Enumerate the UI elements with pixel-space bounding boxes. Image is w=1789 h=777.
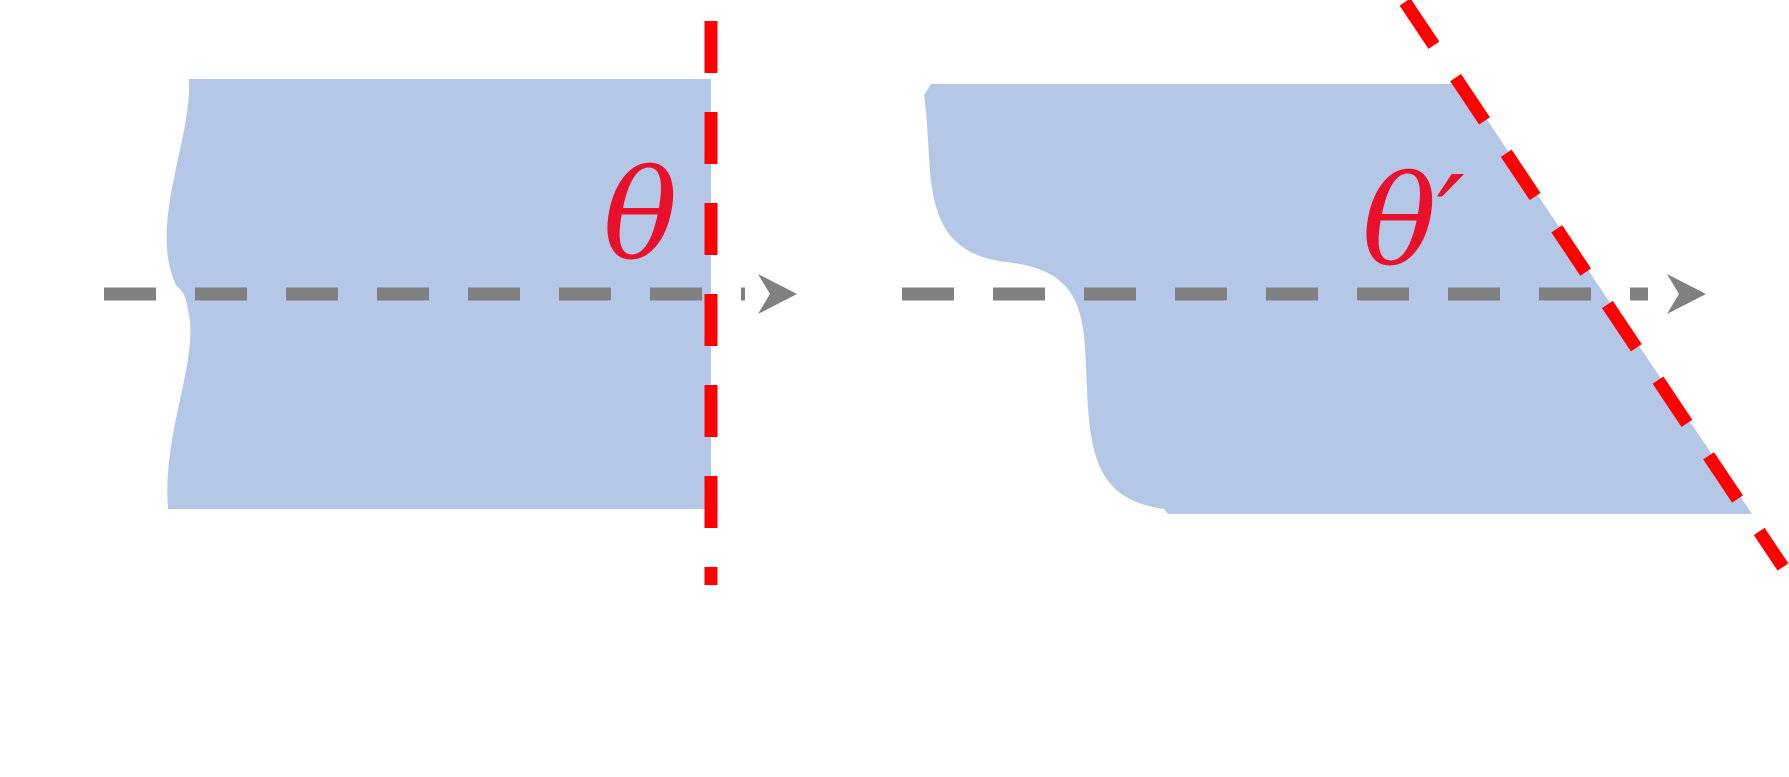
theta-prime-label: θ′ <box>1362 150 1465 294</box>
right-boundary-line <box>1399 0 1789 571</box>
left-shaded-region <box>166 79 712 509</box>
left-panel: θ <box>104 21 797 585</box>
right-shaded-region <box>924 84 1752 514</box>
left-axis-arrow <box>104 274 797 314</box>
left-arrowhead <box>758 274 797 314</box>
right-arrowhead <box>1667 274 1706 314</box>
theta-label: θ <box>603 144 678 288</box>
right-axis-arrow <box>902 274 1706 314</box>
right-panel: θ′ <box>902 0 1789 571</box>
